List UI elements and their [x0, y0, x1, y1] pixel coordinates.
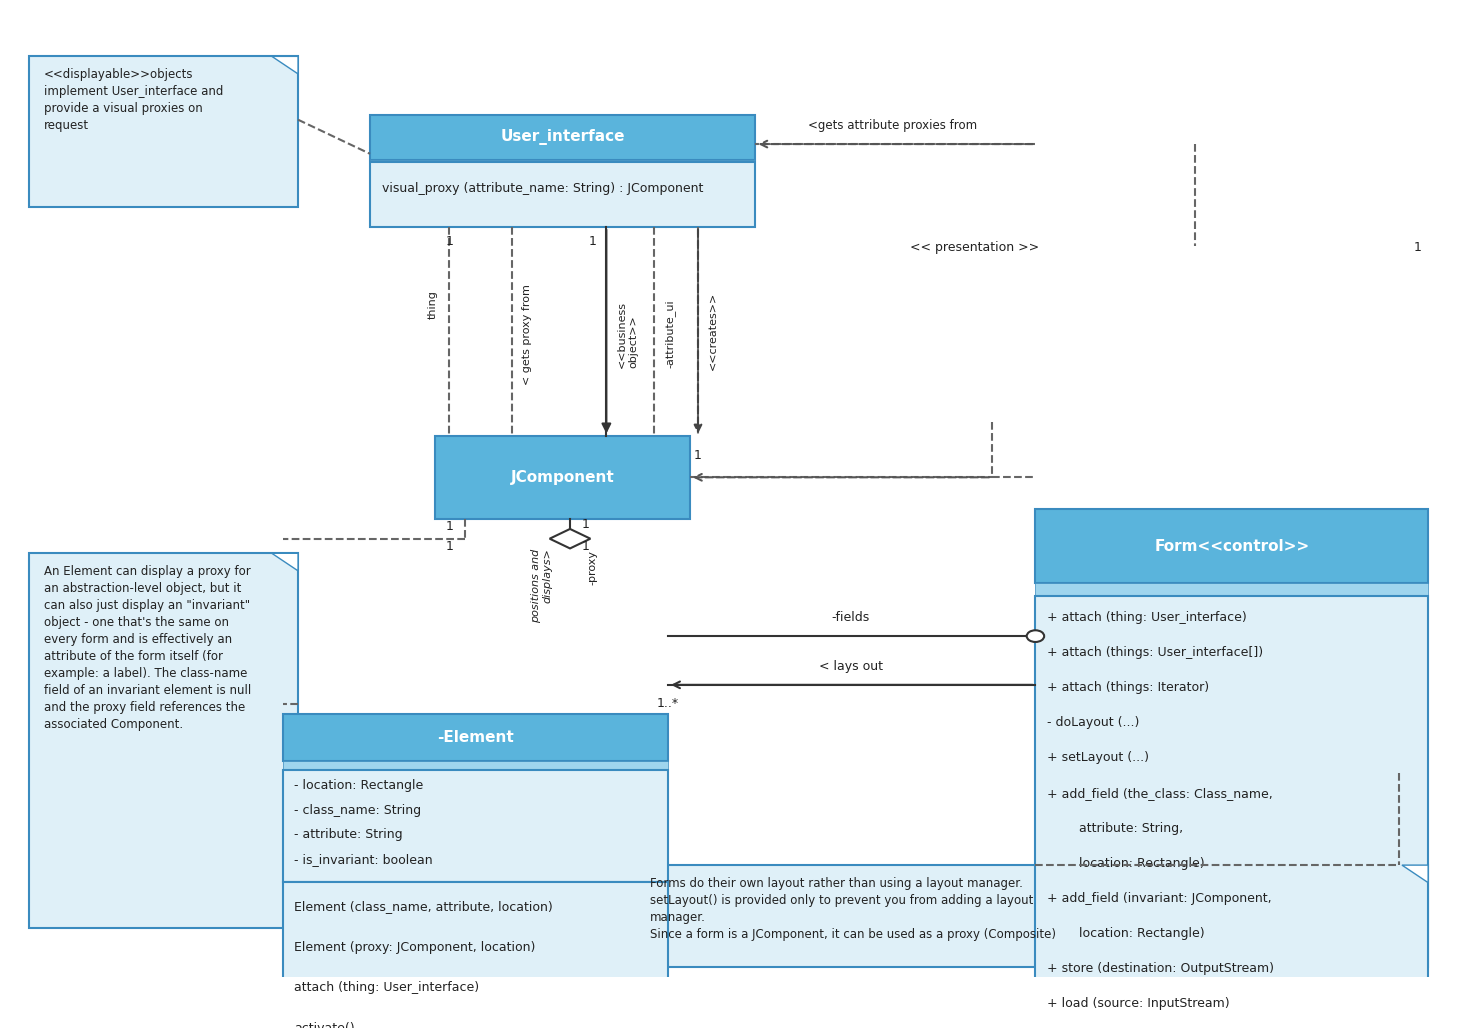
- Text: -Element: -Element: [437, 730, 514, 745]
- Circle shape: [1026, 630, 1044, 641]
- Text: 1..*: 1..*: [657, 697, 679, 709]
- Text: <<displayable>>objects
implement User_interface and
provide a visual proxies on
: <<displayable>>objects implement User_in…: [44, 68, 223, 132]
- Text: - doLayout (...): - doLayout (...): [1047, 717, 1139, 729]
- Text: -attribute_ui: -attribute_ui: [664, 300, 676, 368]
- Text: location: Rectangle): location: Rectangle): [1047, 927, 1204, 941]
- Text: Form<<control>>: Form<<control>>: [1155, 539, 1310, 554]
- Text: location: Rectangle): location: Rectangle): [1047, 857, 1204, 870]
- Text: << presentation >>: << presentation >>: [911, 242, 1040, 254]
- Bar: [283, 882, 669, 1028]
- Text: Element (class_name, attribute, location): Element (class_name, attribute, location…: [295, 901, 553, 913]
- Text: activate(): activate(): [295, 1022, 355, 1028]
- Text: attribute: String,: attribute: String,: [1047, 821, 1183, 835]
- Text: + load (source: InputStream): + load (source: InputStream): [1047, 997, 1229, 1011]
- Text: + attach (things: Iterator): + attach (things: Iterator): [1047, 682, 1209, 694]
- Bar: [369, 159, 755, 162]
- Bar: [29, 57, 298, 208]
- Bar: [1035, 510, 1428, 583]
- Text: 1: 1: [445, 234, 453, 248]
- Text: visual_proxy (attribute_name: String) : JComponent: visual_proxy (attribute_name: String) : …: [381, 182, 704, 194]
- Polygon shape: [549, 529, 590, 548]
- Text: 1: 1: [588, 234, 596, 248]
- Text: Element (proxy: JComponent, location): Element (proxy: JComponent, location): [295, 941, 536, 954]
- Text: <<creates>>: <<creates>>: [708, 292, 718, 370]
- Bar: [1035, 583, 1428, 596]
- Text: 1: 1: [1413, 242, 1422, 254]
- Bar: [369, 115, 755, 159]
- Bar: [283, 714, 669, 762]
- Text: + store (destination: OutputStream): + store (destination: OutputStream): [1047, 962, 1275, 976]
- Text: + attach (things: User_interface[]): + attach (things: User_interface[]): [1047, 646, 1263, 659]
- Text: positions and
displays>: positions and displays>: [531, 548, 552, 623]
- Bar: [369, 162, 755, 227]
- Text: -fields: -fields: [832, 612, 870, 624]
- Text: An Element can display a proxy for
an abstraction-level object, but it
can also : An Element can display a proxy for an ab…: [44, 565, 251, 731]
- Text: -proxy: -proxy: [587, 550, 597, 585]
- Polygon shape: [272, 553, 298, 571]
- Bar: [635, 866, 1428, 967]
- Text: 1: 1: [694, 449, 702, 462]
- Text: < gets proxy from: < gets proxy from: [523, 284, 531, 384]
- Text: JComponent: JComponent: [511, 470, 615, 485]
- Text: attach (thing: User_interface): attach (thing: User_interface): [295, 981, 479, 994]
- Text: - attribute: String: - attribute: String: [295, 829, 403, 841]
- Text: - location: Rectangle: - location: Rectangle: [295, 778, 423, 792]
- Text: + add_field (invariant: JComponent,: + add_field (invariant: JComponent,: [1047, 892, 1272, 905]
- Text: + add_field (the_class: Class_name,: + add_field (the_class: Class_name,: [1047, 786, 1273, 800]
- Text: + setLayout (...): + setLayout (...): [1047, 751, 1149, 765]
- Bar: [283, 762, 669, 770]
- Bar: [435, 436, 691, 519]
- Polygon shape: [272, 57, 298, 74]
- Text: thing: thing: [428, 290, 438, 320]
- Text: Forms do their own layout rather than using a layout manager.
setLayout() is pro: Forms do their own layout rather than us…: [650, 877, 1056, 941]
- Text: 1: 1: [445, 520, 454, 534]
- Text: - class_name: String: - class_name: String: [295, 804, 422, 816]
- Text: < lays out: < lays out: [819, 660, 883, 673]
- Text: <gets attribute proxies from: <gets attribute proxies from: [809, 119, 977, 133]
- Polygon shape: [1402, 866, 1428, 883]
- Text: - is_invariant: boolean: - is_invariant: boolean: [295, 853, 434, 867]
- Text: <<business
object>>: <<business object>>: [616, 300, 638, 368]
- Bar: [29, 553, 298, 928]
- Text: 1: 1: [581, 540, 590, 553]
- Text: 1: 1: [581, 517, 590, 530]
- Bar: [1035, 596, 1428, 1028]
- Text: 1: 1: [445, 540, 454, 553]
- Text: + attach (thing: User_interface): + attach (thing: User_interface): [1047, 611, 1247, 624]
- Text: User_interface: User_interface: [501, 130, 625, 145]
- Bar: [283, 770, 669, 882]
